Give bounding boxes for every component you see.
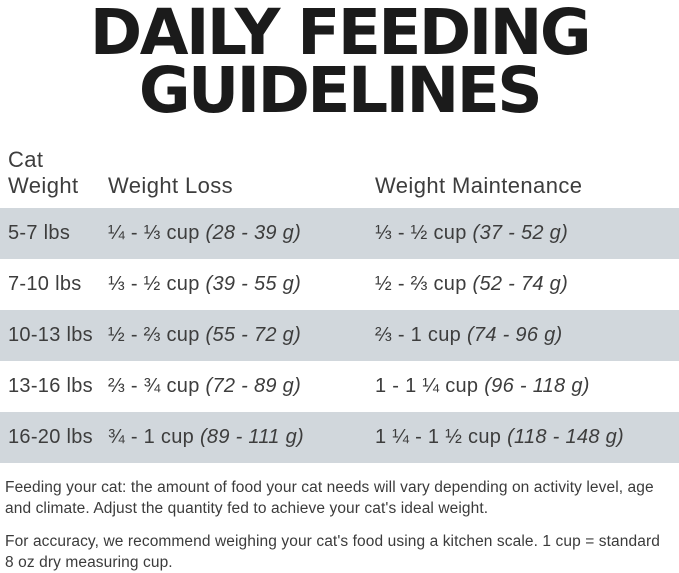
title-line-2: GUIDELINES <box>138 54 543 127</box>
weight-maintenance-value: 1 - 1 ¼ cup (96 - 118 g) <box>375 375 679 398</box>
cup-range: 1 - 1 ¼ cup <box>375 375 479 397</box>
gram-range: (96 - 118 g) <box>484 375 590 397</box>
cat-weight-value: 5-7 lbs <box>8 222 71 244</box>
gram-range: (89 - 111 g) <box>199 426 304 448</box>
weight-loss-value: ½ - ⅔ cup (55 - 72 g) <box>108 324 375 347</box>
weight-loss-value: ¼ - ⅓ cup (28 - 39 g) <box>108 222 375 245</box>
table-row: 5-7 lbs ¼ - ⅓ cup (28 - 39 g) ⅓ - ½ cup … <box>0 208 679 259</box>
table-row: 13-16 lbs ⅔ - ¾ cup (72 - 89 g) 1 - 1 ¼ … <box>0 361 679 412</box>
cup-range: ⅓ - ½ cup <box>108 273 200 295</box>
cat-weight-value: 16-20 lbs <box>8 426 93 448</box>
table-row: 16-20 lbs ¾ - 1 cup (89 - 111 g) 1 ¼ - 1… <box>0 412 679 463</box>
weight-maintenance-value: ⅔ - 1 cup (74 - 96 g) <box>375 324 679 347</box>
weight-loss-value: ⅓ - ½ cup (39 - 55 g) <box>108 273 375 296</box>
gram-range: (52 - 74 g) <box>472 273 569 295</box>
cup-range: ¼ - ⅓ cup <box>108 222 200 244</box>
weight-maintenance-value: ⅓ - ½ cup (37 - 52 g) <box>375 222 679 245</box>
gram-range: (118 - 148 g) <box>507 426 624 448</box>
gram-range: (74 - 96 g) <box>466 324 563 346</box>
table-body: 5-7 lbs ¼ - ⅓ cup (28 - 39 g) ⅓ - ½ cup … <box>0 208 679 463</box>
cat-weight-value: 13-16 lbs <box>8 375 93 397</box>
cup-range: ½ - ⅔ cup <box>108 324 200 346</box>
weight-maintenance-value: 1 ¼ - 1 ½ cup (118 - 148 g) <box>375 426 679 449</box>
cat-weight-value: 7-10 lbs <box>8 273 82 295</box>
feeding-table: Cat Weight Weight Loss Weight Maintenanc… <box>0 147 679 463</box>
feeding-note: Feeding your cat: the amount of food you… <box>5 479 654 517</box>
header-cat-weight: Cat Weight <box>8 147 108 199</box>
accuracy-note: For accuracy, we recommend weighing your… <box>5 533 660 571</box>
cup-range: ¾ - 1 cup <box>108 426 195 448</box>
page-title: DAILY FEEDING GUIDELINES <box>0 0 679 127</box>
table-row: 10-13 lbs ½ - ⅔ cup (55 - 72 g) ⅔ - 1 cu… <box>0 310 679 361</box>
cat-weight-value: 10-13 lbs <box>8 324 93 346</box>
header-cat-weight-line2: Weight <box>8 173 79 198</box>
gram-range: (55 - 72 g) <box>205 324 302 346</box>
table-header-row: Cat Weight Weight Loss Weight Maintenanc… <box>0 147 679 199</box>
weight-maintenance-value: ½ - ⅔ cup (52 - 74 g) <box>375 273 679 296</box>
title-line-1: DAILY FEEDING <box>89 0 592 69</box>
gram-range: (28 - 39 g) <box>205 222 302 244</box>
header-weight-maintenance: Weight Maintenance <box>375 173 583 198</box>
header-cat-weight-line1: Cat <box>8 147 44 172</box>
cup-range: 1 ¼ - 1 ½ cup <box>375 426 502 448</box>
weight-loss-value: ⅔ - ¾ cup (72 - 89 g) <box>108 375 375 398</box>
table-row: 7-10 lbs ⅓ - ½ cup (39 - 55 g) ½ - ⅔ cup… <box>0 259 679 310</box>
cup-range: ⅓ - ½ cup <box>375 222 467 244</box>
cup-range: ½ - ⅔ cup <box>375 273 467 295</box>
cup-range: ⅔ - 1 cup <box>375 324 462 346</box>
gram-range: (37 - 52 g) <box>472 222 569 244</box>
cup-range: ⅔ - ¾ cup <box>108 375 200 397</box>
gram-range: (39 - 55 g) <box>205 273 302 295</box>
header-weight-loss: Weight Loss <box>108 173 234 198</box>
weight-loss-value: ¾ - 1 cup (89 - 111 g) <box>108 426 375 449</box>
gram-range: (72 - 89 g) <box>205 375 302 397</box>
